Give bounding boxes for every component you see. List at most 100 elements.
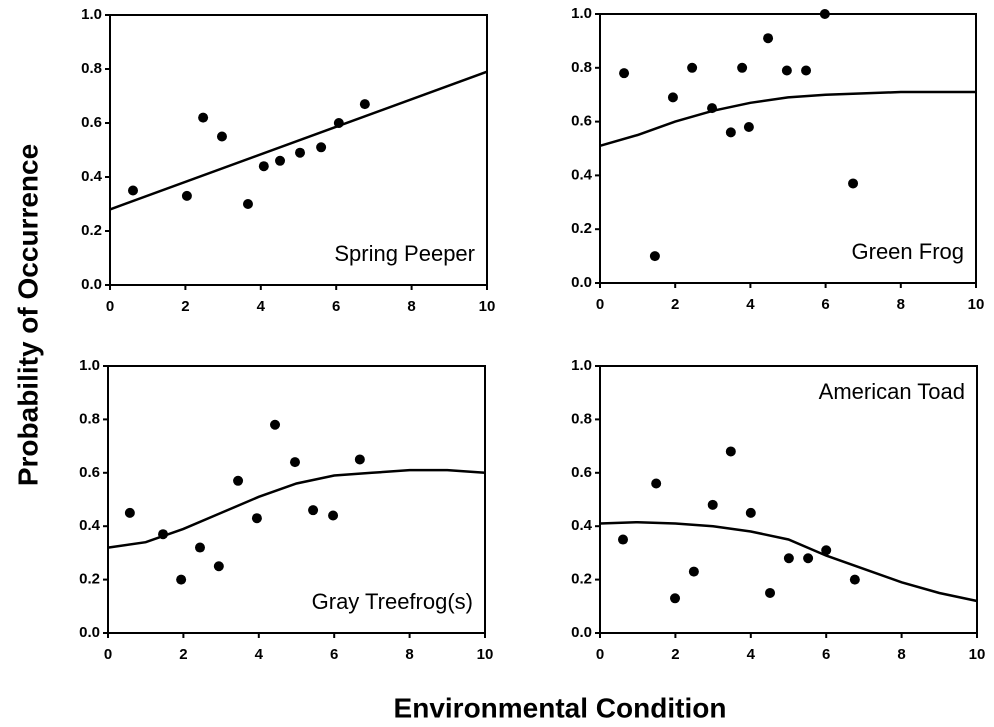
- y-tick-label: 0.8: [79, 410, 100, 427]
- data-point: [308, 505, 319, 516]
- fit-curve: [109, 70, 488, 211]
- data-point: [124, 507, 135, 518]
- y-tick-label: 0.0: [571, 624, 592, 641]
- x-tick-label: 8: [405, 646, 413, 663]
- data-point: [333, 118, 344, 128]
- data-point: [295, 147, 306, 158]
- y-tick-label: 0.2: [571, 220, 592, 237]
- data-point: [725, 446, 736, 457]
- data-point: [667, 92, 678, 103]
- x-tick-label: 4: [746, 296, 755, 313]
- data-point: [737, 62, 748, 73]
- x-tick-label: 10: [477, 646, 494, 663]
- x-tick-label: 10: [969, 646, 986, 663]
- data-point: [198, 112, 209, 123]
- data-point: [670, 593, 681, 604]
- data-point: [158, 529, 169, 540]
- x-tick-label: 2: [671, 296, 679, 313]
- y-tick-label: 1.0: [79, 357, 100, 374]
- panel-label: Green Frog: [852, 239, 965, 264]
- data-point: [289, 457, 300, 468]
- x-tick-label: 2: [179, 646, 187, 663]
- y-tick-label: 0.0: [79, 624, 100, 641]
- fit-curve: [599, 520, 978, 603]
- data-point: [707, 499, 718, 510]
- data-point: [649, 251, 660, 262]
- data-point: [242, 199, 253, 209]
- fit-curve: [107, 468, 486, 549]
- x-tick-label: 6: [822, 646, 830, 663]
- y-tick-label: 0.6: [571, 464, 592, 481]
- data-point: [848, 178, 859, 189]
- data-point: [707, 103, 718, 114]
- data-point: [251, 513, 262, 524]
- y-tick-label: 0.6: [571, 113, 592, 130]
- y-tick-label: 0.6: [81, 114, 102, 131]
- y-tick-label: 1.0: [571, 5, 592, 22]
- plot-frame: [109, 14, 488, 286]
- x-tick-label: 8: [407, 298, 415, 315]
- data-point: [176, 574, 187, 585]
- y-tick-label: 0.2: [571, 571, 592, 588]
- data-point: [781, 65, 792, 76]
- x-tick-label: 2: [671, 646, 679, 663]
- data-point: [258, 161, 269, 172]
- y-tick-label: 0.2: [79, 571, 100, 588]
- data-point: [688, 566, 699, 577]
- x-tick-label: 0: [106, 298, 114, 315]
- data-point: [849, 574, 860, 585]
- y-tick-label: 0.8: [571, 59, 592, 76]
- y-tick-label: 1.0: [571, 357, 592, 374]
- data-point: [801, 65, 812, 76]
- data-point: [765, 587, 776, 598]
- data-point: [803, 553, 814, 564]
- data-point: [181, 190, 192, 201]
- x-tick-label: 4: [747, 646, 756, 663]
- x-tick-label: 0: [104, 646, 112, 663]
- y-tick-label: 0.4: [571, 517, 593, 534]
- data-point: [275, 155, 286, 166]
- panel-label: Spring Peeper: [334, 241, 475, 266]
- data-point: [359, 99, 370, 110]
- data-point: [819, 9, 830, 19]
- data-point: [687, 62, 698, 73]
- data-point: [270, 419, 281, 430]
- y-tick-label: 0.6: [79, 464, 100, 481]
- x-tick-label: 4: [257, 298, 266, 315]
- x-axis-title: Environmental Condition: [394, 692, 727, 723]
- data-point: [213, 561, 224, 572]
- y-axis-title: Probability of Occurrence: [12, 144, 43, 486]
- data-point: [651, 478, 662, 489]
- data-point: [127, 185, 138, 196]
- data-point: [821, 545, 832, 556]
- data-point: [316, 142, 327, 153]
- y-tick-label: 0.0: [81, 276, 102, 293]
- panel-label: American Toad: [819, 379, 965, 404]
- data-point: [617, 534, 628, 545]
- data-point: [743, 121, 754, 132]
- y-tick-label: 1.0: [81, 6, 102, 23]
- x-tick-label: 10: [968, 296, 985, 313]
- y-tick-label: 0.0: [571, 274, 592, 291]
- plot-frame: [599, 13, 977, 284]
- y-tick-label: 0.4: [79, 517, 101, 534]
- fit-curve: [599, 90, 976, 148]
- data-point: [233, 475, 244, 486]
- data-point: [619, 68, 630, 79]
- x-tick-label: 6: [330, 646, 338, 663]
- x-tick-label: 0: [596, 646, 604, 663]
- x-tick-label: 10: [479, 298, 496, 315]
- data-point: [783, 553, 794, 564]
- panel-label: Gray Treefrog(s): [312, 589, 473, 614]
- y-tick-label: 0.4: [571, 166, 593, 183]
- y-tick-label: 0.8: [81, 60, 102, 77]
- x-tick-label: 4: [255, 646, 264, 663]
- x-tick-label: 2: [181, 298, 189, 315]
- data-point: [763, 33, 774, 44]
- x-tick-label: 6: [332, 298, 340, 315]
- data-point: [725, 127, 736, 138]
- x-tick-label: 8: [897, 646, 905, 663]
- data-point: [328, 510, 339, 521]
- plot-frame: [599, 365, 978, 634]
